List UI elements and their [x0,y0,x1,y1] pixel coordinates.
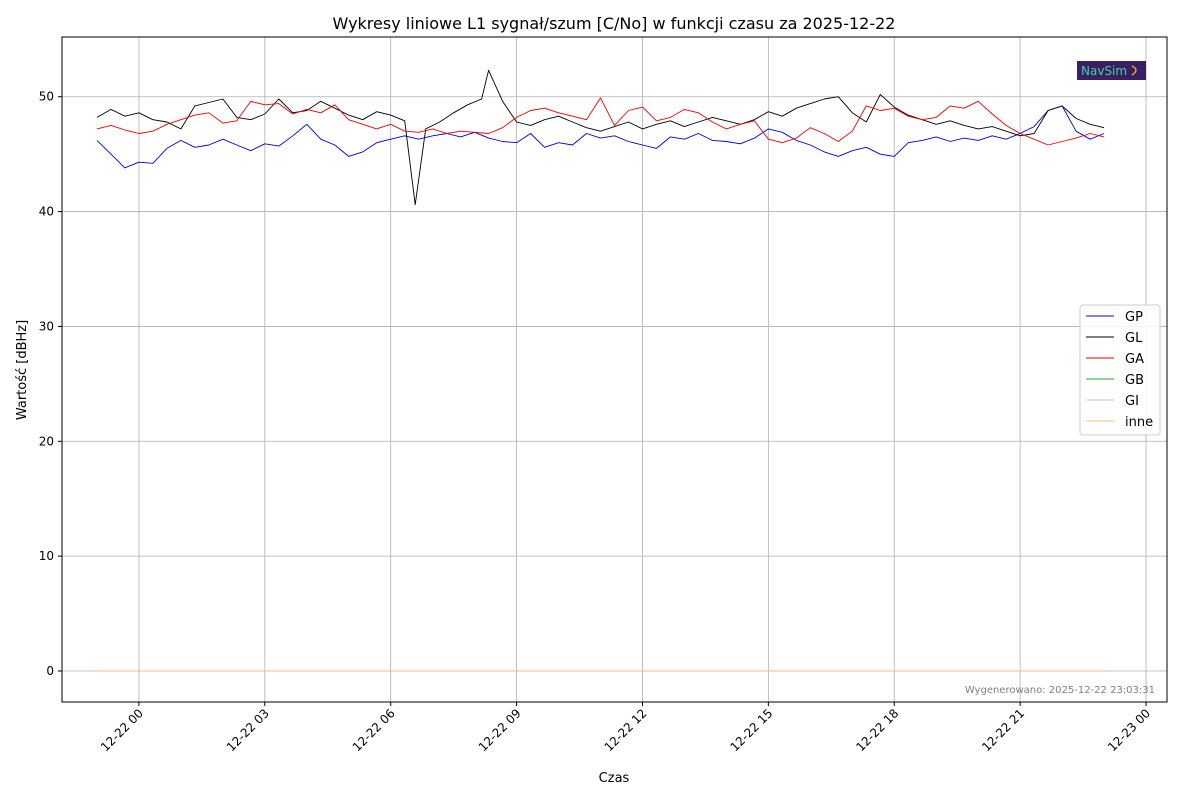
y-tick-label: 0 [46,664,54,678]
x-tick-label: 12-22 00 [98,706,146,754]
legend-label-gp: GP [1125,310,1143,325]
series-line-ga [96,97,1105,146]
y-tick-label: 40 [39,205,54,219]
legend-label-gi: GI [1125,394,1139,409]
x-tick-label: 12-22 15 [727,706,775,754]
series-line-gl [96,69,1105,206]
x-tick-label: 12-22 09 [476,706,524,754]
chart-title: Wykresy liniowe L1 sygnał/szum [C/No] w … [333,14,896,33]
y-tick-label: 10 [39,549,54,563]
legend-label-ga: GA [1125,352,1144,367]
legend: GP GL GA GB GI inne [1079,304,1161,436]
legend-label-inne: inne [1125,415,1153,430]
y-axis: 0 10 20 30 40 50 [39,90,62,678]
x-tick-label: 12-23 00 [1105,706,1153,754]
y-axis-label: Wartość [dBHz] [15,320,30,420]
x-tick-label: 12-22 18 [853,706,901,754]
y-tick-label: 20 [39,434,54,448]
legend-label-gb: GB [1125,373,1144,388]
series-layer [96,69,1105,672]
y-tick-label: 50 [39,90,54,104]
x-tick-label: 12-22 03 [224,706,272,754]
x-tick-label: 12-22 21 [979,706,1027,754]
x-tick-label: 12-22 06 [350,706,398,754]
x-axis: 12-22 00 12-22 03 12-22 06 12-22 09 12-22 12… [98,702,1153,754]
navsim-logo: NavSim [1077,61,1146,80]
grid [62,37,1167,702]
legend-label-gl: GL [1125,331,1143,346]
x-tick-label: 12-22 12 [602,706,650,754]
y-tick-label: 30 [39,319,54,333]
generated-timestamp: Wygenerowano: 2025-12-22 23:03:31 [965,685,1155,696]
x-axis-label: Czas [599,771,630,786]
plot-frame [61,36,1168,703]
series-line-gp [96,105,1105,169]
logo-text: NavSim [1081,64,1127,78]
